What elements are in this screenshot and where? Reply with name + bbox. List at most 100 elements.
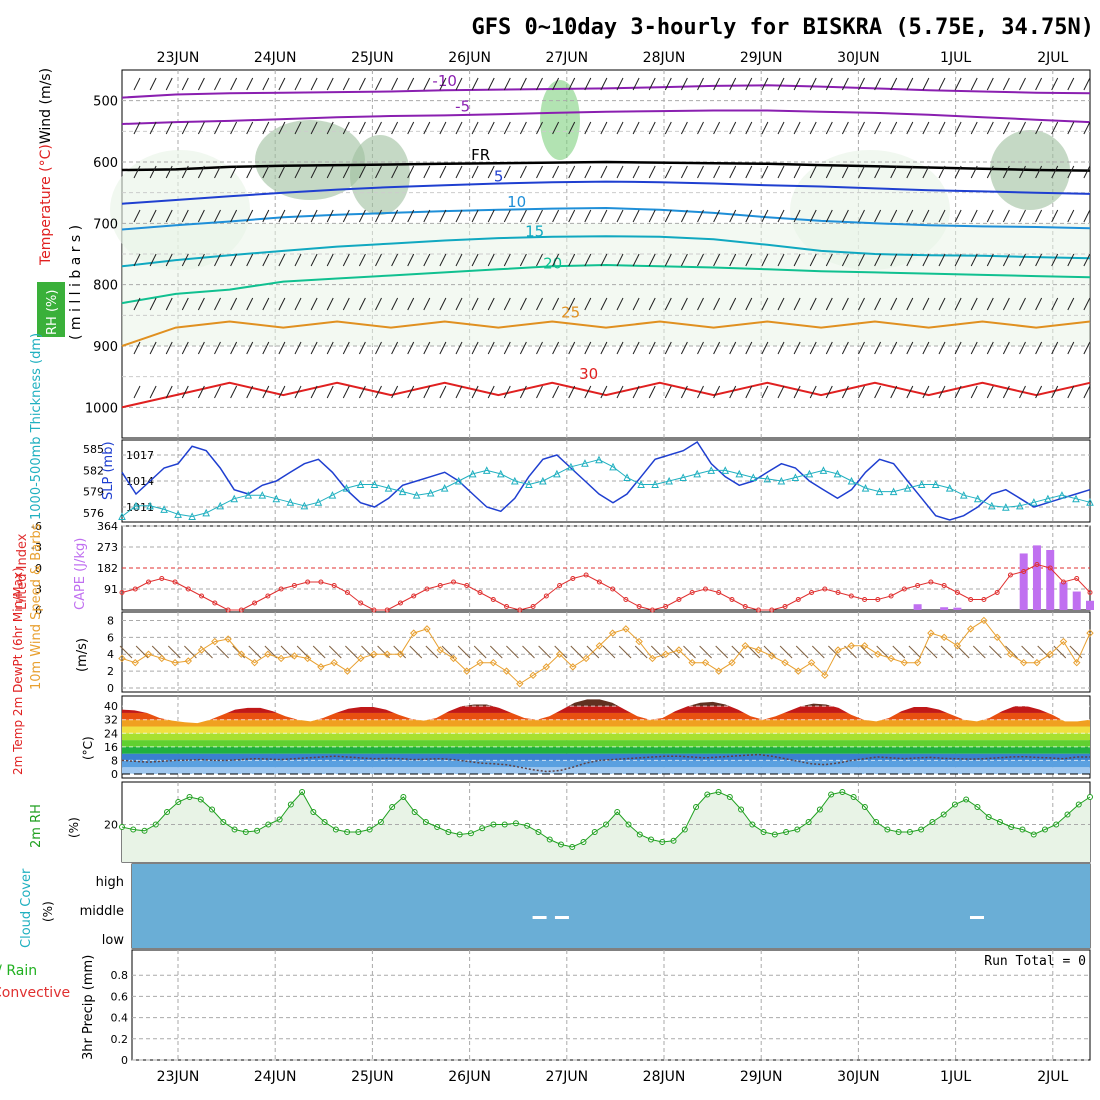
li-point-50 [782,604,788,609]
barb-26-4 [552,253,560,267]
barb-58-5 [1067,297,1075,311]
li-point-46 [729,597,735,602]
pp-tick-1: 0.6 [111,990,129,1003]
temp-band-4 [122,740,1090,747]
li-tick-4: 6 [35,604,42,617]
thk-point-36 [623,473,631,481]
barb-23-4 [503,253,511,267]
barb-50-1 [938,121,946,135]
li-point-63 [954,590,960,595]
wind-barb-26 [538,645,551,659]
barb-12-6 [326,341,334,355]
pp-tick-4: 0 [121,1054,128,1067]
li-point-16 [331,583,337,588]
barb-39-6 [761,341,769,355]
li-point-23 [424,586,430,592]
temp-tick-0: 40 [104,700,118,713]
ws-point-44 [701,658,710,667]
barb-37-0 [729,77,737,91]
barb-27-0 [568,77,576,91]
barb-43-6 [825,341,833,355]
x-tick-top-5: 28JUN [643,50,686,66]
li-point-28 [490,597,496,602]
rh-blob-2 [350,135,410,215]
li-point-66 [994,590,1000,595]
thk-point-0 [118,512,126,520]
barb-25-6 [536,341,543,355]
ws-point-66 [993,633,1001,642]
barb-33-1 [664,121,672,135]
barb-49-7 [922,385,930,399]
barb-32-0 [648,77,656,91]
barb-14-1 [358,121,366,135]
barb-13-4 [342,253,350,267]
barb-31-1 [632,121,640,135]
wind-units: (m/s) [75,638,90,672]
barb-17-0 [407,77,415,91]
barb-11-3 [310,209,318,223]
barb-52-6 [970,341,978,355]
ws-point-2 [144,650,153,658]
barb-4-5 [197,297,205,311]
li-point-47 [742,604,748,609]
barb-43-3 [825,209,833,223]
barb-33-0 [664,77,672,91]
x-tick-bottom-4: 27JUN [545,1069,588,1085]
barb-2-3 [165,209,173,223]
barb-29-5 [600,297,608,311]
ws-point-9 [237,650,246,658]
wind-barb-13 [328,645,342,659]
cape-tick-1: 273 [97,541,118,554]
barb-20-5 [455,297,463,311]
barb-50-6 [938,341,946,355]
barb-41-1 [793,121,801,135]
p-tick-4: 900 [93,340,118,355]
barb-55-0 [1019,77,1026,91]
ws-point-21 [396,650,405,658]
barb-8-5 [262,297,270,311]
isotherm-7 [121,320,1091,347]
barb-25-4 [536,253,543,267]
x-tick-top-8: 1JUL [940,50,971,66]
wind-barb-43 [811,645,825,659]
barb-5-7 [214,385,221,399]
barb-36-7 [713,385,721,399]
barb-45-1 [858,121,865,135]
barb-49-4 [922,253,930,267]
barb-16-3 [391,209,399,223]
ws-point-27 [476,658,484,667]
barb-53-3 [986,209,994,223]
li-point-4 [172,579,178,585]
li-point-67 [1007,572,1013,578]
wind-barb-36 [699,645,712,659]
barb-56-7 [1035,385,1043,399]
barb-51-6 [954,341,962,355]
li-point-43 [689,590,695,595]
barb-37-3 [729,209,737,223]
barb-39-5 [761,297,769,311]
barb-33-6 [664,341,672,355]
barb-25-2 [536,165,543,179]
barb-19-1 [439,121,447,135]
barb-29-3 [600,209,608,223]
li-point-41 [663,604,669,609]
barb-44-7 [841,385,849,399]
barb-0-7 [133,385,141,399]
barb-15-7 [375,385,382,399]
barb-14-5 [358,297,366,311]
barb-18-4 [423,253,431,267]
barb-35-6 [697,341,704,355]
ws-point-47 [741,642,749,650]
barb-28-7 [584,385,592,399]
barb-18-7 [423,385,431,399]
temp-units: (°C) [81,736,95,760]
barb-58-7 [1067,385,1075,399]
cape-bar-62 [940,607,949,610]
temp-tick-1: 32 [104,714,118,727]
barb-34-3 [680,209,688,223]
barb-55-4 [1019,253,1026,267]
barb-55-7 [1019,385,1026,399]
wind-barb-37 [715,645,729,659]
barb-6-2 [230,165,238,179]
li-point-32 [543,593,549,599]
